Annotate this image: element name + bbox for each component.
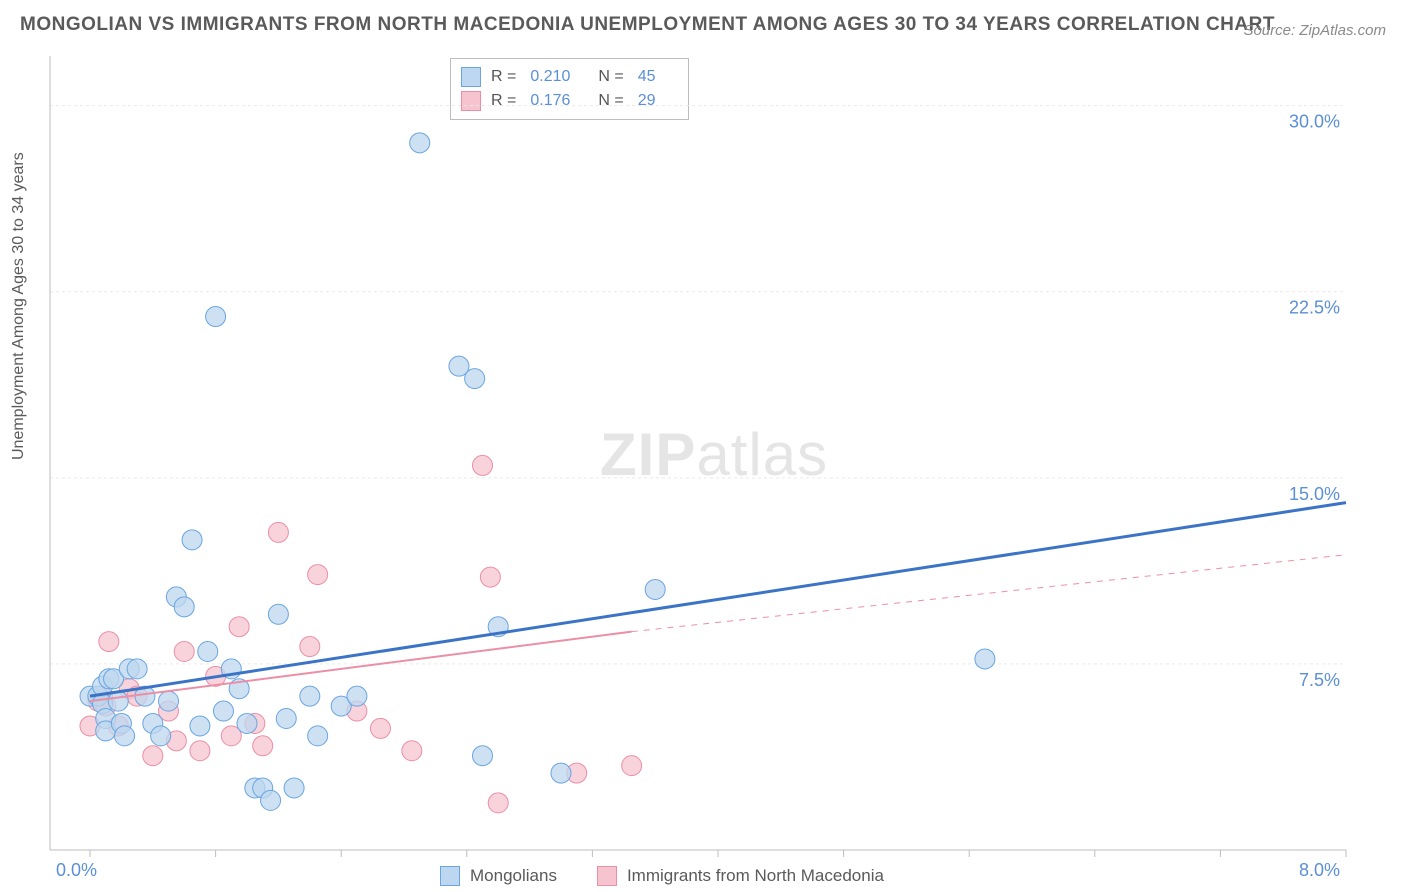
series-b-point — [229, 617, 249, 637]
svg-text:15.0%: 15.0% — [1289, 484, 1340, 504]
series-b-point — [268, 522, 288, 542]
series-a-point — [237, 713, 257, 733]
scatter-plot: 7.5% 15.0% 22.5% 30.0% 0.0% 8.0% — [40, 46, 1396, 880]
svg-text:8.0%: 8.0% — [1299, 860, 1340, 880]
series-b-point — [370, 718, 390, 738]
series-b-point — [488, 793, 508, 813]
series-a-point — [151, 726, 171, 746]
series-a-point — [276, 708, 296, 728]
series-a-point — [308, 726, 328, 746]
series-a-point — [473, 746, 493, 766]
svg-text:7.5%: 7.5% — [1299, 670, 1340, 690]
series-b-point — [473, 455, 493, 475]
series-b-point — [480, 567, 500, 587]
series-b-point — [300, 637, 320, 657]
series-a-point — [284, 778, 304, 798]
series-a-point — [182, 530, 202, 550]
series-a-point — [261, 790, 281, 810]
series-a-point — [206, 307, 226, 327]
series-a-point — [115, 726, 135, 746]
series-a-point — [645, 579, 665, 599]
series-b-point — [308, 565, 328, 585]
series-b-point — [402, 741, 422, 761]
series-a-point — [190, 716, 210, 736]
chart-title: MONGOLIAN VS IMMIGRANTS FROM NORTH MACED… — [20, 14, 1275, 36]
series-b-point — [622, 756, 642, 776]
series-a-point — [213, 701, 233, 721]
series-a-point — [174, 597, 194, 617]
svg-text:22.5%: 22.5% — [1289, 298, 1340, 318]
series-a-point — [410, 133, 430, 153]
svg-text:0.0%: 0.0% — [56, 860, 97, 880]
series-a-point — [127, 659, 147, 679]
series-a-point — [159, 691, 179, 711]
series-a-point — [465, 369, 485, 389]
series-b-point — [99, 632, 119, 652]
y-axis-label: Unemployment Among Ages 30 to 34 years — [10, 152, 28, 460]
series-b-point — [174, 642, 194, 662]
series-b-point — [143, 746, 163, 766]
series-a-point — [975, 649, 995, 669]
series-b-point — [253, 736, 273, 756]
svg-text:30.0%: 30.0% — [1289, 112, 1340, 132]
source-label: Source: ZipAtlas.com — [1243, 22, 1386, 39]
series-a-point — [268, 604, 288, 624]
series-a-point — [300, 686, 320, 706]
series-a-point — [198, 642, 218, 662]
series-a-point — [347, 686, 367, 706]
trend-line-b-dashed — [632, 555, 1346, 632]
series-b-point — [190, 741, 210, 761]
series-a-point — [551, 763, 571, 783]
